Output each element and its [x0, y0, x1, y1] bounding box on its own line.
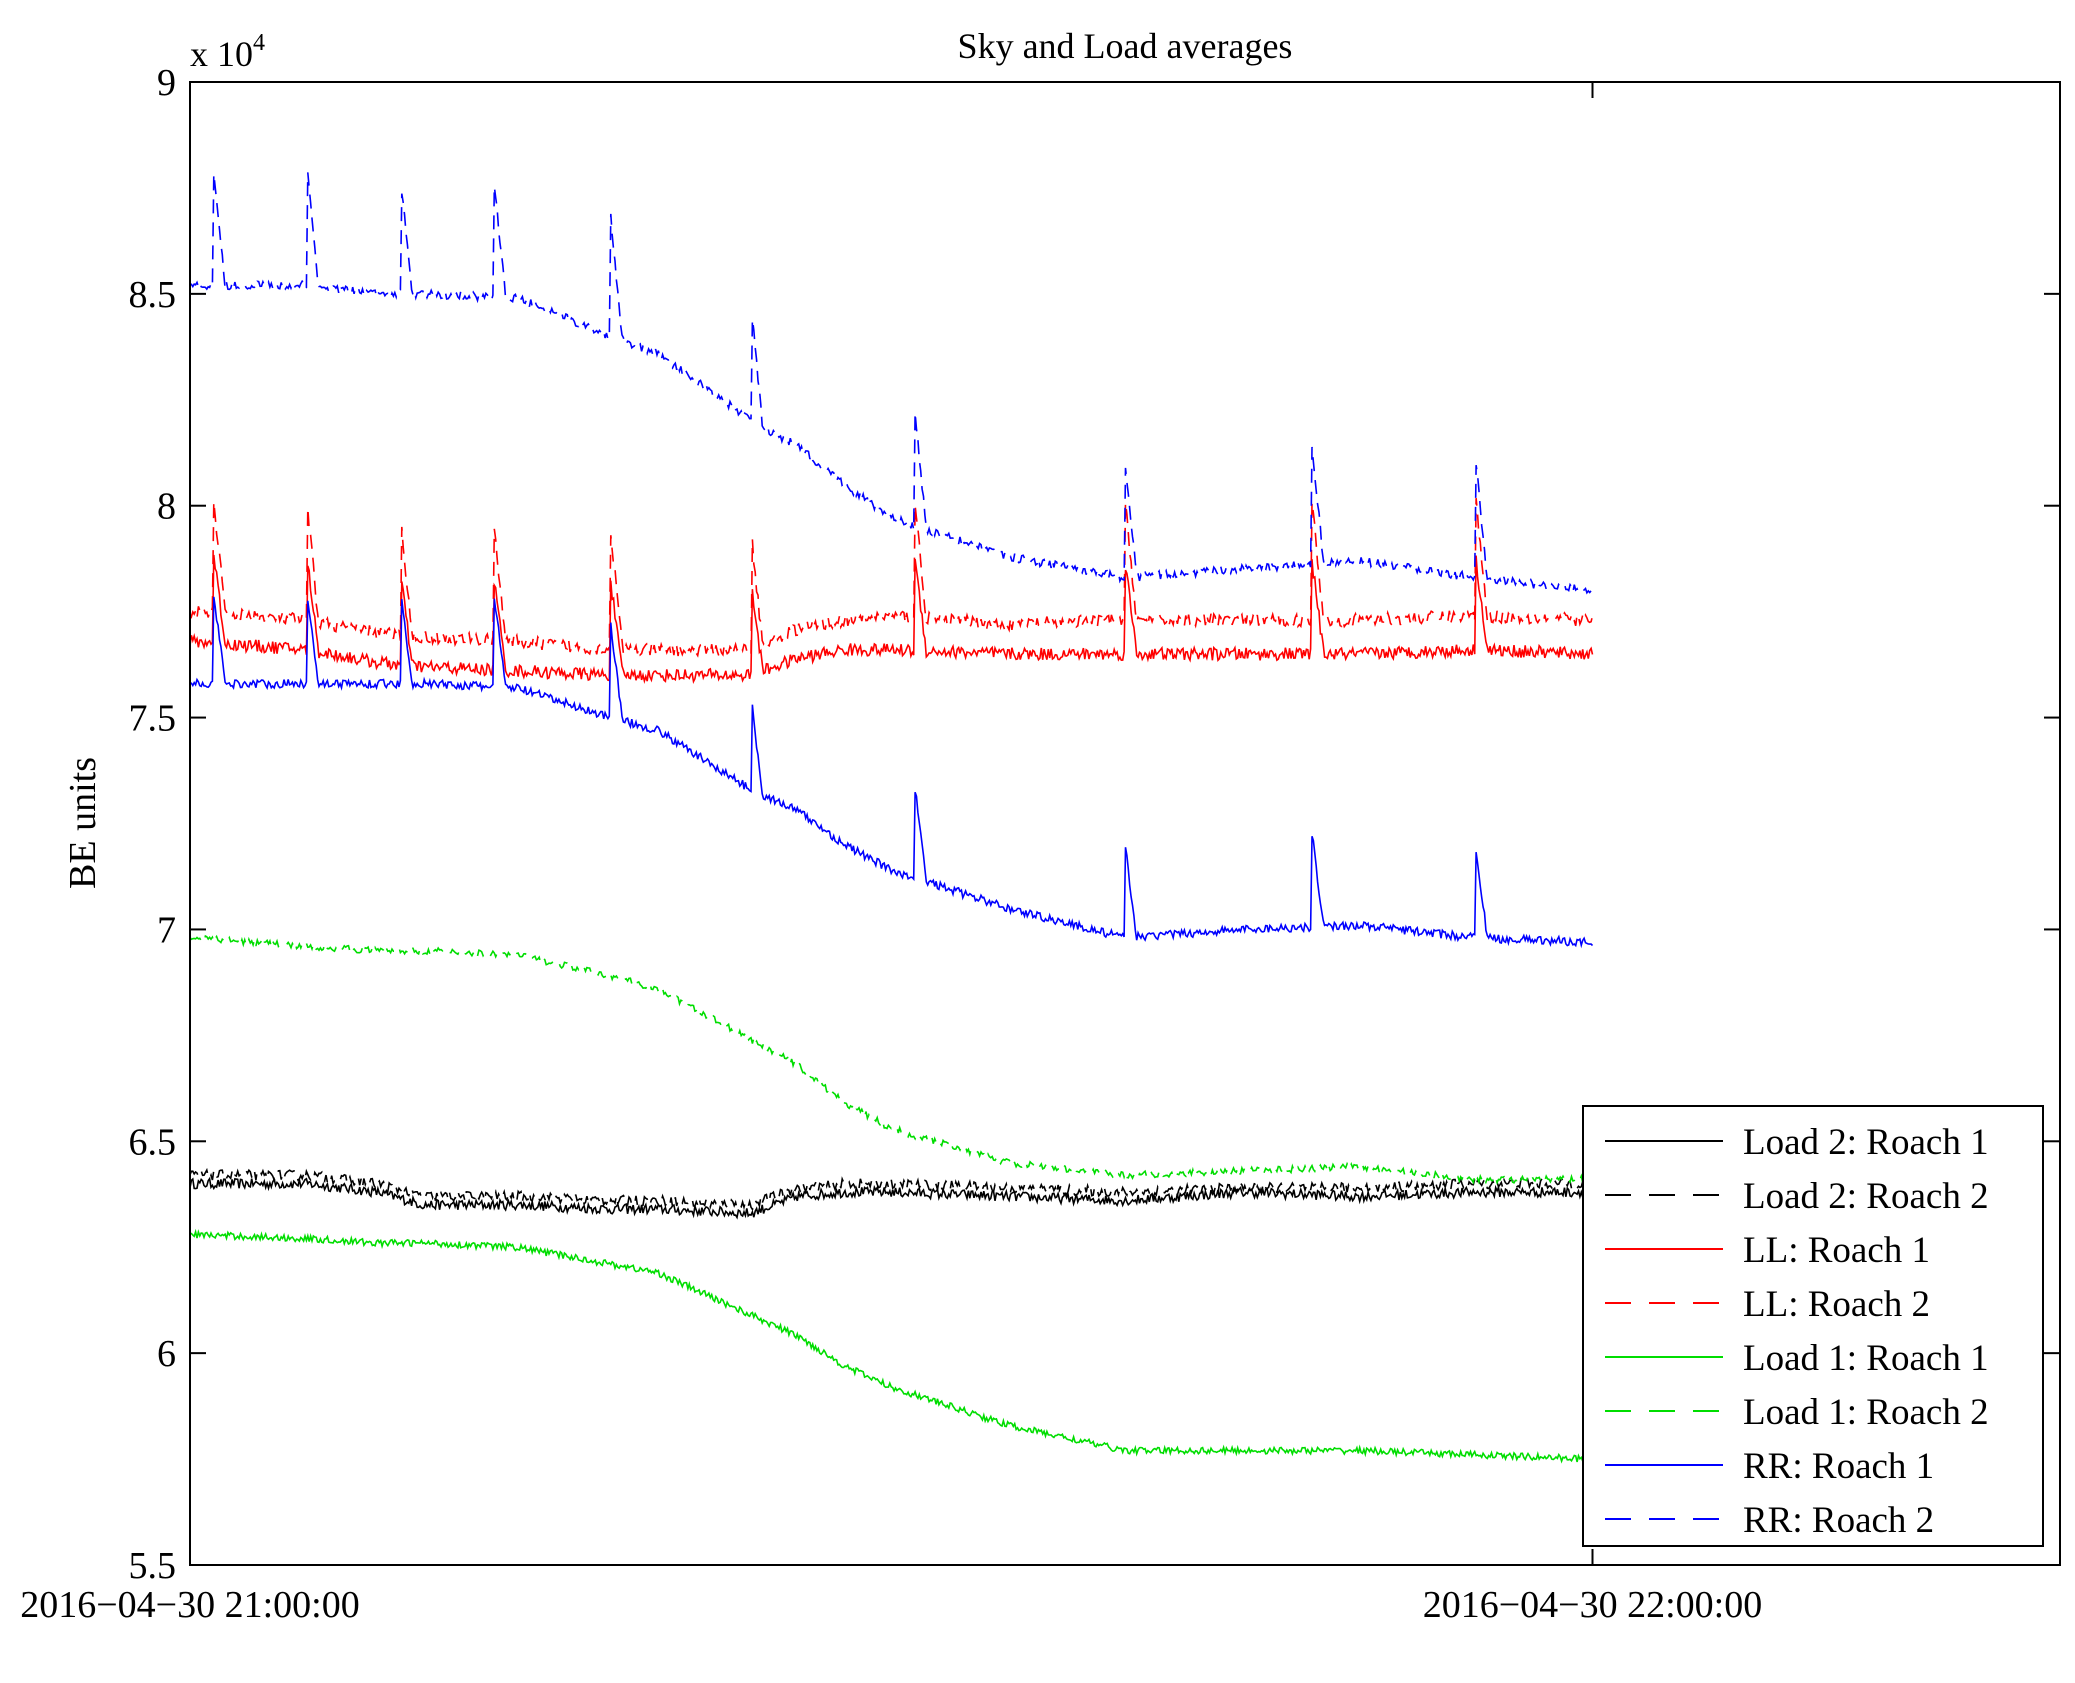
series-line-6: [189, 934, 1594, 1185]
y-tick-label: 7.5: [129, 698, 177, 740]
legend-label: LL: Roach 2: [1743, 1284, 1930, 1325]
series-line-8: [189, 172, 1594, 595]
x-tick-label: 2016−04−30 22:00:00: [1423, 1584, 1762, 1626]
series-line-4: [189, 498, 1594, 659]
legend-label: RR: Roach 2: [1743, 1500, 1934, 1541]
y-multiplier: x 104: [190, 30, 265, 74]
legend-label: Load 2: Roach 1: [1743, 1122, 1989, 1163]
y-tick-label: 6: [157, 1333, 176, 1375]
axes-box: [189, 81, 2061, 1566]
legend-label: Load 2: Roach 2: [1743, 1176, 1989, 1217]
y-tick-label: 8: [157, 486, 176, 528]
series-line-2: [189, 1167, 1594, 1211]
y-axis-label: BE units: [62, 757, 104, 889]
legend-box: [1582, 1105, 2044, 1547]
y-tick-label: 8.5: [129, 274, 177, 316]
x-tick-label: 2016−04−30 21:00:00: [20, 1584, 359, 1626]
series-line-7: [189, 596, 1594, 949]
legend-label: Load 1: Roach 1: [1743, 1338, 1989, 1379]
legend-label: RR: Roach 1: [1743, 1446, 1934, 1487]
legend: Load 2: Roach 1 Load 2: Roach 2 LL: Roach …: [1582, 1105, 2044, 1547]
plot-lines: [189, 172, 1594, 1464]
legend-label: Load 1: Roach 2: [1743, 1392, 1989, 1433]
chart-title: Sky and Load averages: [958, 26, 1293, 66]
legend-label: LL: Roach 1: [1743, 1230, 1930, 1271]
y-tick-label: 7: [157, 909, 176, 951]
series-line-5: [189, 1228, 1593, 1464]
y-tick-label: 6.5: [129, 1121, 177, 1163]
y-tick-label: 9: [157, 62, 176, 104]
y-tick-label: 5.5: [129, 1545, 177, 1587]
series-line-1: [189, 1176, 1594, 1220]
axis-ticks: 5.5 6 6.5 7 7.5 8 8.5 9 2016−04−30 21:00:00 2016−…: [20, 62, 2060, 1626]
series-line-3: [189, 554, 1594, 685]
